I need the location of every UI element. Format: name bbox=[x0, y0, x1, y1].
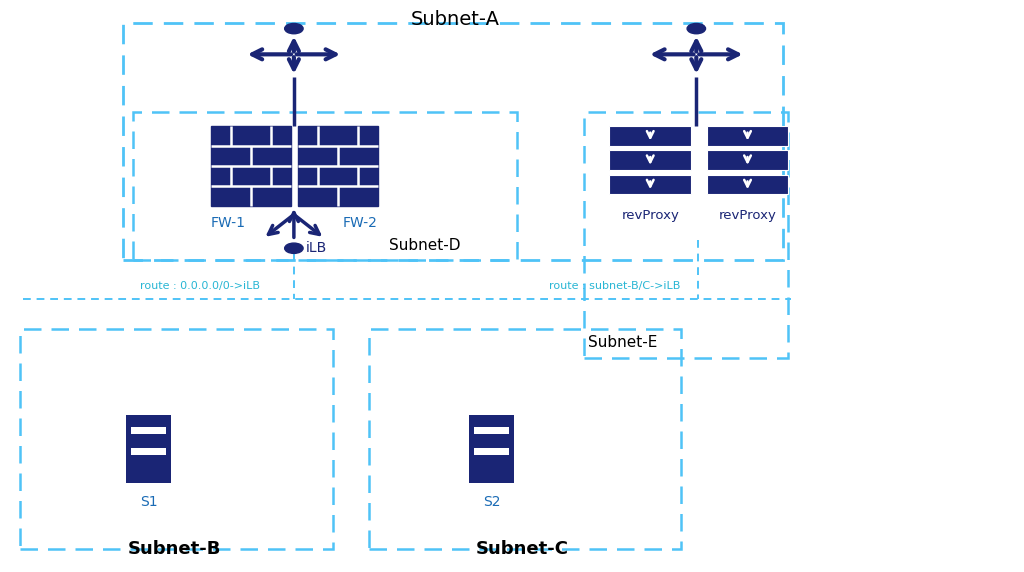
Text: route : subnet-B/C->iLB: route : subnet-B/C->iLB bbox=[549, 281, 680, 291]
Bar bbox=[609, 150, 691, 170]
Bar bbox=[707, 126, 788, 146]
Text: Subnet-A: Subnet-A bbox=[412, 10, 500, 29]
Text: S2: S2 bbox=[482, 495, 501, 509]
Bar bbox=[131, 448, 166, 455]
Bar bbox=[211, 126, 291, 206]
Bar bbox=[474, 427, 509, 434]
Text: route : 0.0.0.0/0->iLB: route : 0.0.0.0/0->iLB bbox=[139, 281, 260, 291]
Text: revProxy: revProxy bbox=[719, 209, 776, 222]
Bar bbox=[707, 150, 788, 170]
Circle shape bbox=[285, 243, 303, 253]
Bar bbox=[131, 427, 166, 434]
Text: FW-1: FW-1 bbox=[211, 216, 246, 230]
Text: Subnet-E: Subnet-E bbox=[588, 335, 657, 350]
Bar bbox=[469, 415, 514, 483]
Circle shape bbox=[285, 23, 303, 34]
Text: Subnet-B: Subnet-B bbox=[127, 540, 221, 558]
Bar bbox=[474, 448, 509, 455]
Text: revProxy: revProxy bbox=[622, 209, 679, 222]
Text: Subnet-D: Subnet-D bbox=[389, 238, 461, 253]
Text: S1: S1 bbox=[139, 495, 158, 509]
Bar bbox=[126, 415, 171, 483]
Circle shape bbox=[687, 23, 706, 34]
Bar bbox=[707, 174, 788, 194]
Bar bbox=[609, 174, 691, 194]
Bar bbox=[609, 126, 691, 146]
Text: iLB: iLB bbox=[306, 241, 328, 255]
Text: FW-2: FW-2 bbox=[343, 216, 378, 230]
Text: Subnet-C: Subnet-C bbox=[476, 540, 568, 558]
Bar bbox=[298, 126, 378, 206]
